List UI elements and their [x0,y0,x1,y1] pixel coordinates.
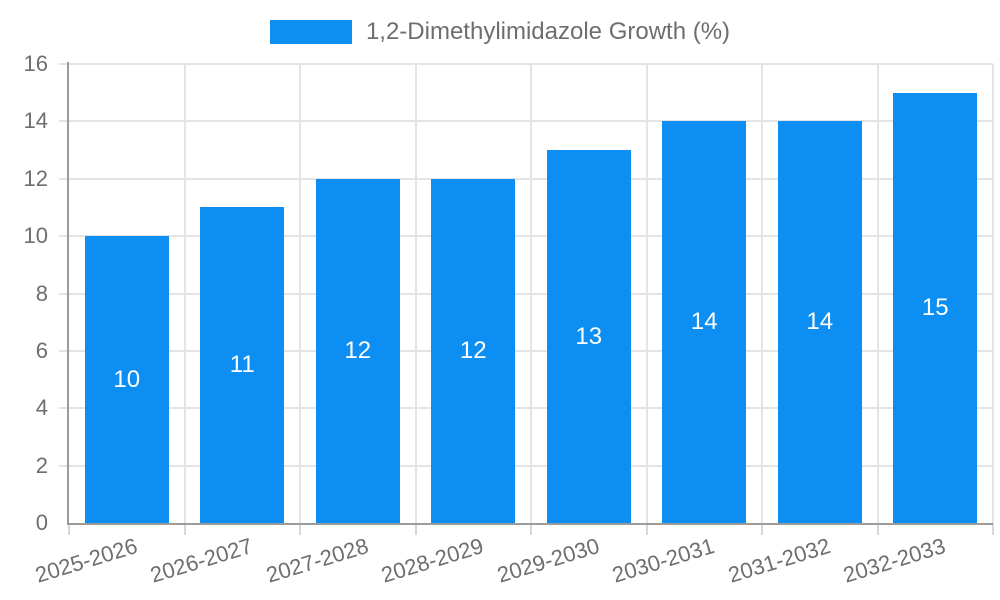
y-axis-line [67,62,69,525]
bar[interactable]: 13 [546,150,631,523]
legend-swatch-icon [269,20,352,44]
x-gridline [183,64,186,523]
x-gridline [761,64,763,523]
x-gridline [530,64,532,523]
x-axis-tick [761,523,763,535]
y-axis-tick-label: 8 [35,280,48,306]
y-axis-tick-label: 12 [23,165,48,191]
bar-value-label: 12 [344,336,372,364]
y-axis-tick-label: 4 [35,395,48,421]
bar[interactable]: 12 [315,178,400,523]
x-axis-label: 2025-2026 [31,533,140,588]
y-gridline [59,120,993,123]
y-gridline [59,292,993,295]
y-gridline [59,407,993,410]
legend[interactable]: 1,2-Dimethylimidazole Growth (%) [0,14,1000,50]
bar-value-label: 12 [459,336,487,364]
x-gridline [645,64,648,523]
x-axis-label: 2030-2031 [609,533,718,588]
x-gridline [992,64,994,523]
x-axis-line [67,523,993,525]
x-axis-label: 2029-2030 [493,533,602,588]
x-axis-label: 2032-2033 [840,533,949,588]
y-gridline [59,63,993,65]
y-gridline [59,349,993,352]
y-gridline [59,235,993,238]
bar-value-label: 13 [575,322,603,350]
y-axis-tick-label: 16 [23,51,48,76]
bar-value-label: 15 [921,293,949,321]
x-axis-label: 2026-2027 [147,533,256,588]
bar-value-label: 14 [690,308,718,336]
bar-value-label: 14 [806,308,834,336]
bar[interactable]: 14 [777,121,862,523]
y-axis-tick-label: 14 [23,108,48,134]
x-axis-tick [183,523,186,535]
x-axis-tick [530,523,532,535]
x-axis-tick [645,523,648,535]
legend-label: 1,2-Dimethylimidazole Growth (%) [365,18,731,45]
x-gridline [414,64,417,523]
x-axis-tick [68,523,70,535]
y-gridline [59,177,993,180]
x-axis-tick [414,523,417,535]
x-axis-label: 2027-2028 [262,533,371,588]
y-axis-tick-label: 10 [23,223,48,249]
y-axis-tick-label: 2 [35,452,48,478]
x-axis-tick [992,523,994,535]
x-gridline [876,64,879,523]
y-axis-tick-label: 6 [35,337,48,363]
bar[interactable]: 15 [893,92,978,523]
bar-value-label: 10 [113,365,141,393]
x-axis-label: 2031-2032 [724,533,833,588]
y-axis-tick-label: 0 [35,510,48,535]
x-gridline [299,64,301,523]
bar[interactable]: 10 [84,236,169,523]
y-gridline [59,464,993,467]
x-axis-tick [876,523,879,535]
bar[interactable]: 12 [431,178,516,523]
bar-value-label: 11 [229,351,255,379]
x-axis-tick [299,523,301,535]
x-axis-label: 2028-2029 [378,533,487,588]
bar[interactable]: 11 [200,207,285,523]
bar[interactable]: 14 [662,121,747,523]
